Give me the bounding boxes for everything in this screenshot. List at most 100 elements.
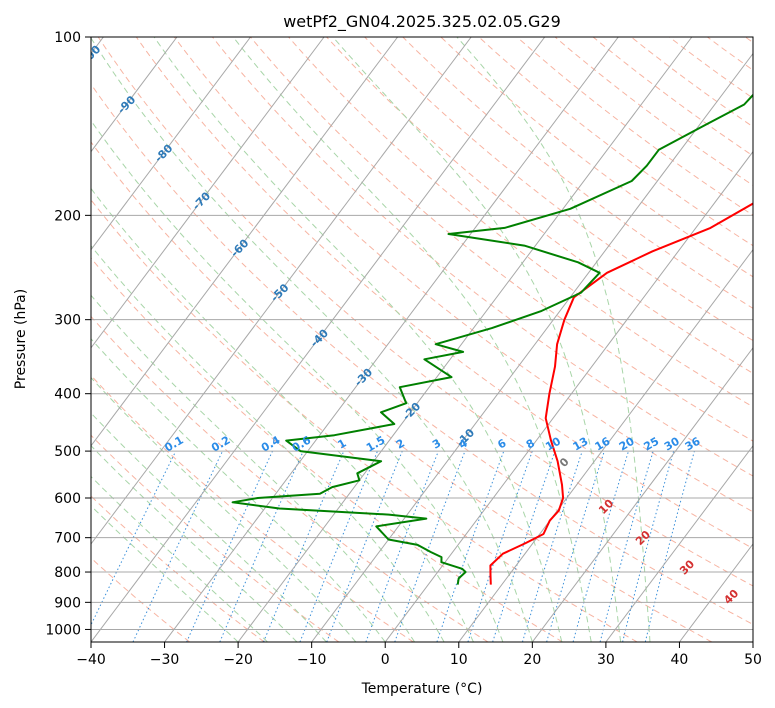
y-tick-label: 700 — [54, 531, 81, 547]
dry-adiabat-line — [135, 37, 753, 550]
moist-adiabat-line — [91, 475, 268, 642]
dry-adiabat-line — [173, 37, 753, 513]
mixing-ratio-line — [263, 450, 345, 642]
mixing-ratio-label: 2 — [394, 437, 407, 452]
dry-adiabat-line — [91, 374, 414, 642]
y-tick-label: 400 — [54, 387, 81, 403]
mixing-ratio-line — [436, 450, 505, 642]
mixing-ratio-line — [546, 450, 605, 642]
mixing-ratio-line — [299, 450, 378, 642]
dry-adiabat-line — [364, 37, 753, 342]
isotherm-line — [311, 52, 753, 642]
x-tick-label: −20 — [223, 652, 253, 668]
mixing-ratio-line — [91, 450, 177, 627]
dry-adiabat-line — [707, 37, 753, 71]
isotherm-line — [91, 37, 178, 153]
isotherm-line — [91, 37, 325, 349]
isotherm-label: -60 — [228, 236, 251, 259]
mixing-ratio-line — [219, 450, 304, 642]
dry-adiabat-label: 30 — [677, 557, 697, 577]
isotherm-line — [91, 37, 251, 251]
x-tick-label: −40 — [76, 652, 106, 668]
isotherm-label: -40 — [308, 326, 331, 349]
isotherm-line — [605, 445, 753, 642]
moist-adiabat-line — [91, 37, 533, 642]
moist-adiabat-line — [332, 37, 622, 642]
mixing-ratio-line — [467, 450, 533, 642]
y-axis: 1000 900 800 700 600 500 400 300 200 100 — [45, 30, 91, 638]
mixing-ratio-line — [644, 450, 695, 642]
moist-adiabat-line — [91, 119, 504, 642]
dry-adiabat-line — [212, 37, 753, 477]
dry-adiabat-line — [91, 257, 563, 642]
y-tick-label: 200 — [54, 208, 81, 224]
x-tick-label: −30 — [150, 652, 180, 668]
isotherm-line — [752, 641, 753, 642]
x-tick-label: −10 — [297, 652, 327, 668]
x-tick-label: 40 — [671, 652, 689, 668]
x-tick-label: 50 — [744, 652, 762, 668]
mixing-ratio-line — [622, 450, 675, 642]
x-axis: −40 −30 −20 −10 0 10 20 30 40 50 — [76, 642, 762, 668]
mixing-ratio-label: 6 — [495, 436, 508, 451]
dry-adiabat-label: 20 — [633, 528, 653, 548]
y-tick-label: 800 — [54, 565, 81, 581]
dewpoint-line — [231, 93, 753, 585]
isotherm-line — [91, 37, 472, 545]
dry-adiabat-line — [91, 199, 638, 642]
isotherm-label: -90 — [115, 93, 138, 116]
isotherm-line — [91, 37, 546, 642]
isotherm-line — [91, 37, 399, 447]
isotherm-line — [164, 37, 619, 642]
isotherm-line — [679, 543, 753, 642]
isotherm-label: -70 — [190, 189, 213, 212]
moist-adiabat-line — [232, 37, 592, 642]
mixing-ratio-line — [365, 450, 439, 642]
isotherm-label: -100 — [75, 43, 104, 72]
isotherm-line — [531, 346, 753, 642]
moist-adiabat-line — [91, 338, 386, 642]
dry-adiabat-line — [554, 37, 753, 186]
mixing-ratio-label: 8 — [524, 437, 537, 452]
plot-frame — [90, 36, 754, 643]
chart-title: wetPf2_GN04.2025.325.02.05.G29 — [283, 12, 561, 32]
temperature-line — [489, 202, 753, 585]
dry-adiabat-line — [97, 37, 753, 587]
dry-adiabat-line — [440, 37, 753, 278]
y-axis-label: Pressure (hPa) — [13, 289, 29, 389]
dry-adiabat-line — [478, 37, 753, 247]
mixing-ratio-line — [326, 450, 403, 642]
isotherm-label: -50 — [268, 281, 291, 304]
y-tick-label: 600 — [54, 491, 81, 507]
dry-adiabat-line — [402, 37, 753, 309]
moist-adiabat-line — [91, 187, 474, 642]
mixing-ratio-line — [492, 450, 556, 642]
mixing-ratio-line — [394, 450, 466, 642]
moist-adiabat-line — [456, 37, 651, 642]
dry-adiabat-label: 40 — [721, 587, 741, 607]
moist-adiabat-line — [91, 412, 327, 642]
x-axis-label: Temperature (°C) — [361, 681, 483, 697]
mixing-ratio-line — [522, 450, 583, 642]
isotherm-line — [237, 37, 693, 642]
mixing-ratio-line — [599, 450, 654, 642]
x-tick-label: 10 — [450, 652, 468, 668]
y-tick-label: 300 — [54, 313, 81, 329]
mixing-ratio-line — [572, 450, 629, 642]
dry-adiabat-line — [745, 37, 753, 44]
moist-adiabat-line — [91, 445, 298, 642]
y-tick-label: 1000 — [45, 622, 81, 638]
moist-adiabat-line — [91, 505, 239, 642]
line-labels: -100-90-80-70-60-50-40-30-20-100.1 0.2 0.4… — [75, 43, 742, 607]
mixing-ratio-label: 3 — [430, 437, 443, 452]
isotherm-line — [458, 248, 753, 642]
moist-adiabat-line — [153, 37, 563, 642]
dry-adiabat-line — [288, 37, 753, 408]
mixing-ratio-line — [186, 450, 273, 642]
mixing-ratio-label: 1 — [336, 437, 349, 452]
y-tick-label: 100 — [54, 30, 81, 46]
y-tick-label: 500 — [54, 444, 81, 460]
isotherm-label: -30 — [352, 366, 375, 389]
profile-series — [231, 93, 753, 585]
